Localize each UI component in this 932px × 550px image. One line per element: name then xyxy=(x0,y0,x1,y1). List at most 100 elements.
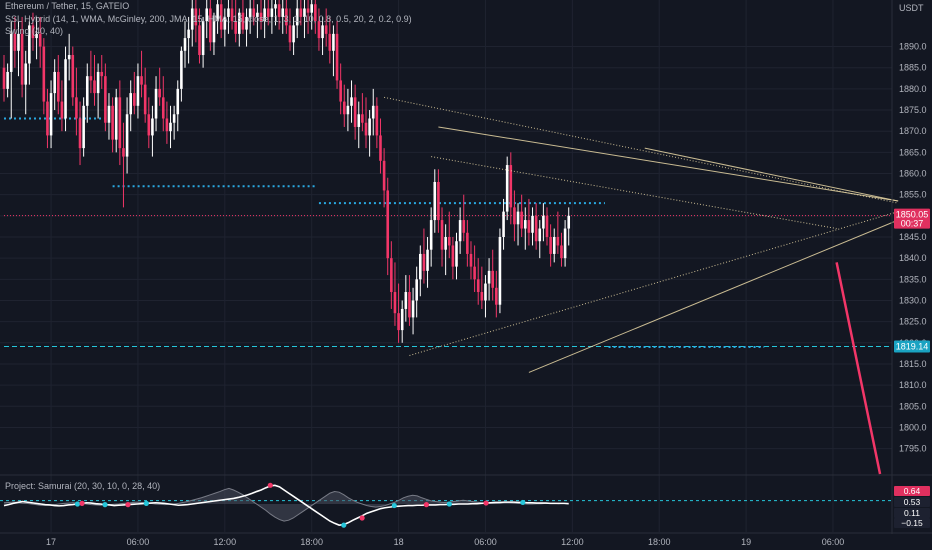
candle-body xyxy=(133,93,136,106)
candle-body xyxy=(324,25,328,34)
candle-body xyxy=(447,237,451,246)
time-tick-label: 17 xyxy=(46,537,56,547)
candle-body xyxy=(361,114,364,123)
candle-body xyxy=(419,253,422,280)
time-tick-label: 18:00 xyxy=(300,537,323,547)
trendline-layer xyxy=(383,96,899,475)
oscillator-marker xyxy=(267,482,273,488)
oscillator-value-badge xyxy=(894,486,930,496)
candle-body xyxy=(259,12,263,22)
oscillator-value-badge xyxy=(894,518,930,528)
trendline xyxy=(409,211,899,356)
oscillator-value-label: 0.64 xyxy=(904,486,921,496)
symbol-legend[interactable]: Ethereum / Tether, 15, GATEIO xyxy=(5,1,130,11)
oscillator-legend[interactable]: Project: Samurai (20, 30, 10, 0, 28, 40) xyxy=(5,481,161,491)
price-tick-label: 1880.0 xyxy=(899,84,927,94)
candle-body xyxy=(125,114,129,157)
candle-body xyxy=(560,245,563,259)
oscillator-marker xyxy=(79,500,85,506)
candle-body xyxy=(107,105,111,123)
price-tick-label: 1855.0 xyxy=(899,190,927,200)
candle-body xyxy=(187,29,190,39)
candle-body xyxy=(509,165,513,208)
candle-body xyxy=(151,118,154,136)
candle-body xyxy=(433,181,437,221)
candle-body xyxy=(67,55,71,60)
candle-body xyxy=(285,8,288,26)
candle-body xyxy=(444,237,447,250)
candle-body xyxy=(426,249,429,271)
candle-body xyxy=(93,80,96,94)
oscillator-marker xyxy=(520,499,526,506)
candle-body xyxy=(49,93,53,136)
candle-body xyxy=(28,25,31,64)
price-tick-label: 1795.0 xyxy=(899,444,927,454)
candle-body xyxy=(455,241,458,267)
candle-body xyxy=(371,105,375,119)
oscillator-marker xyxy=(391,502,397,509)
candle-body xyxy=(437,181,440,221)
candle-body xyxy=(111,105,114,140)
oscillator-value-label: 0.53 xyxy=(904,497,921,507)
candle-body xyxy=(122,148,125,157)
price-tick-label: 1800.0 xyxy=(899,422,927,432)
candle-body xyxy=(198,25,201,56)
candle-body xyxy=(75,97,78,119)
projection-arrow xyxy=(835,262,882,475)
candle-body xyxy=(328,33,332,51)
candle-body xyxy=(480,292,484,301)
candle-body xyxy=(64,59,67,119)
oscillator-marker xyxy=(483,500,489,506)
candle-body xyxy=(89,76,93,81)
price-tick-label: 1825.0 xyxy=(899,317,927,327)
candle-body xyxy=(534,215,538,242)
time-tick-label: 06:00 xyxy=(822,537,845,547)
candle-body xyxy=(266,8,270,17)
oscillator-histogram-area xyxy=(4,488,560,522)
ssl-hybrid-legend[interactable]: SSL Hybrid (14, 1, WMA, McGinley, 200, J… xyxy=(5,14,412,24)
candle-body xyxy=(136,76,140,106)
candle-body xyxy=(321,25,324,39)
candle-body xyxy=(42,46,46,102)
candle-body xyxy=(234,21,237,34)
candle-body xyxy=(487,270,491,284)
candle-body xyxy=(172,114,176,123)
candle-body xyxy=(531,215,534,233)
price-tick-label: 1830.0 xyxy=(899,295,927,305)
swing-legend[interactable]: Swing (40, 40) xyxy=(5,26,64,36)
candle-body xyxy=(223,16,227,30)
oscillator-marker xyxy=(446,501,452,507)
candle-body xyxy=(379,135,382,161)
candle-body xyxy=(2,67,6,89)
candle-body xyxy=(314,4,317,22)
candle-body xyxy=(230,8,234,22)
candle-body xyxy=(183,38,187,51)
candle-body xyxy=(35,33,38,39)
candle-body xyxy=(556,237,560,246)
candle-body xyxy=(498,237,502,305)
candle-body xyxy=(542,215,545,229)
candle-body xyxy=(248,8,252,17)
candle-body xyxy=(295,8,299,26)
candle-body xyxy=(484,283,487,301)
candle-body xyxy=(469,253,473,267)
candle-body xyxy=(190,8,194,30)
candle-body xyxy=(523,220,527,229)
candle-body xyxy=(13,33,17,51)
time-tick-label: 12:00 xyxy=(561,537,584,547)
time-tick-label: 18 xyxy=(394,537,404,547)
oscillator-marker xyxy=(423,502,429,508)
price-tick-label: 1865.0 xyxy=(899,147,927,157)
candle-body xyxy=(71,55,75,98)
candle-body xyxy=(520,211,523,229)
oscillator-layer xyxy=(0,474,932,528)
price-tick-label: 1815.0 xyxy=(899,359,927,369)
price-tick-label: 1845.0 xyxy=(899,232,927,242)
oscillator-main-line xyxy=(3,484,569,526)
candle-body xyxy=(552,237,556,254)
candle-body xyxy=(263,8,266,22)
price-tick-label: 1835.0 xyxy=(899,274,927,284)
candle-body xyxy=(516,211,520,225)
